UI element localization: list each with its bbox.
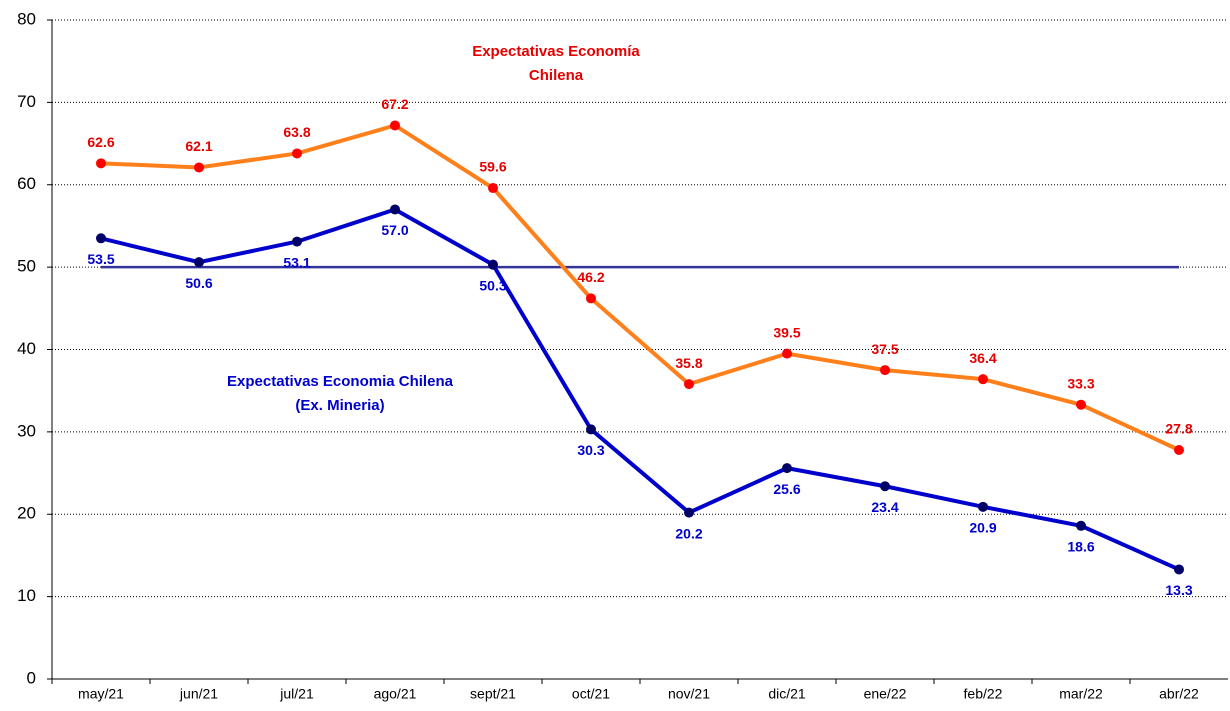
- y-tick-label: 30: [17, 421, 36, 440]
- x-tick-label: dic/21: [768, 686, 806, 702]
- data-label: 20.2: [675, 525, 702, 541]
- point: [684, 379, 694, 390]
- data-label: 13.3: [1165, 582, 1192, 598]
- point: [1174, 564, 1184, 575]
- annotation: Expectativas Economia Chilena: [227, 373, 454, 390]
- data-label: 53.5: [87, 251, 114, 267]
- x-tick-label: jun/21: [179, 686, 218, 702]
- x-tick-label: sept/21: [470, 686, 516, 702]
- point: [194, 257, 204, 268]
- y-tick-label: 80: [17, 9, 36, 28]
- data-label: 63.8: [283, 124, 310, 140]
- data-label: 50.3: [479, 277, 506, 293]
- series-line: [100, 207, 1180, 572]
- data-label: 62.6: [87, 134, 114, 150]
- y-tick-label: 60: [17, 174, 36, 193]
- x-tick-label: ene/22: [864, 686, 907, 702]
- point: [684, 507, 694, 518]
- point: [978, 374, 988, 385]
- y-tick-label: 0: [27, 668, 36, 687]
- x-tick-label: ago/21: [374, 686, 417, 702]
- point: [782, 463, 792, 474]
- data-label: 67.2: [381, 96, 408, 112]
- y-tick-label: 40: [17, 339, 36, 358]
- x-tick-label: mar/22: [1059, 686, 1103, 702]
- point: [292, 148, 302, 159]
- point: [96, 158, 106, 169]
- data-label: 39.5: [773, 324, 800, 340]
- point: [96, 233, 106, 244]
- point: [390, 204, 400, 215]
- point: [1174, 444, 1184, 455]
- data-label: 30.3: [577, 442, 604, 458]
- x-tick-label: feb/22: [964, 686, 1003, 702]
- point: [488, 259, 498, 270]
- y-tick-label: 50: [17, 257, 36, 276]
- point: [194, 162, 204, 173]
- series-line: [100, 123, 1180, 452]
- data-label: 37.5: [871, 341, 898, 357]
- x-tick-label: jul/21: [279, 686, 314, 702]
- data-label: 20.9: [969, 520, 996, 536]
- data-label: 23.4: [871, 499, 898, 515]
- point: [880, 365, 890, 376]
- point: [586, 424, 596, 435]
- data-label: 35.8: [675, 355, 702, 371]
- y-tick-label: 70: [17, 92, 36, 111]
- point: [880, 481, 890, 492]
- data-label: 53.1: [283, 254, 310, 270]
- data-label: 27.8: [1165, 421, 1192, 437]
- x-tick-label: may/21: [78, 686, 124, 702]
- y-tick-label: 20: [17, 504, 36, 523]
- data-label: 57.0: [381, 222, 408, 238]
- point: [782, 348, 792, 359]
- point: [586, 293, 596, 304]
- data-label: 62.1: [185, 138, 212, 154]
- point: [390, 120, 400, 131]
- annotation: Expectativas Economía: [472, 43, 640, 60]
- data-label: 33.3: [1067, 375, 1094, 391]
- point: [978, 501, 988, 512]
- data-label: 25.6: [773, 481, 800, 497]
- data-label: 50.6: [185, 275, 212, 291]
- data-label: 59.6: [479, 159, 506, 175]
- data-label: 18.6: [1067, 538, 1094, 554]
- x-tick-label: oct/21: [572, 686, 610, 702]
- point: [1076, 520, 1086, 531]
- data-label: 46.2: [577, 269, 604, 285]
- x-tick-label: abr/22: [1159, 686, 1199, 702]
- point: [488, 183, 498, 194]
- data-label: 36.4: [969, 350, 996, 366]
- point: [1076, 399, 1086, 410]
- y-tick-label: 10: [17, 586, 36, 605]
- annotation: (Ex. Mineria): [295, 397, 384, 414]
- x-tick-label: nov/21: [668, 686, 710, 702]
- point: [292, 236, 302, 247]
- annotation: Chilena: [529, 67, 584, 84]
